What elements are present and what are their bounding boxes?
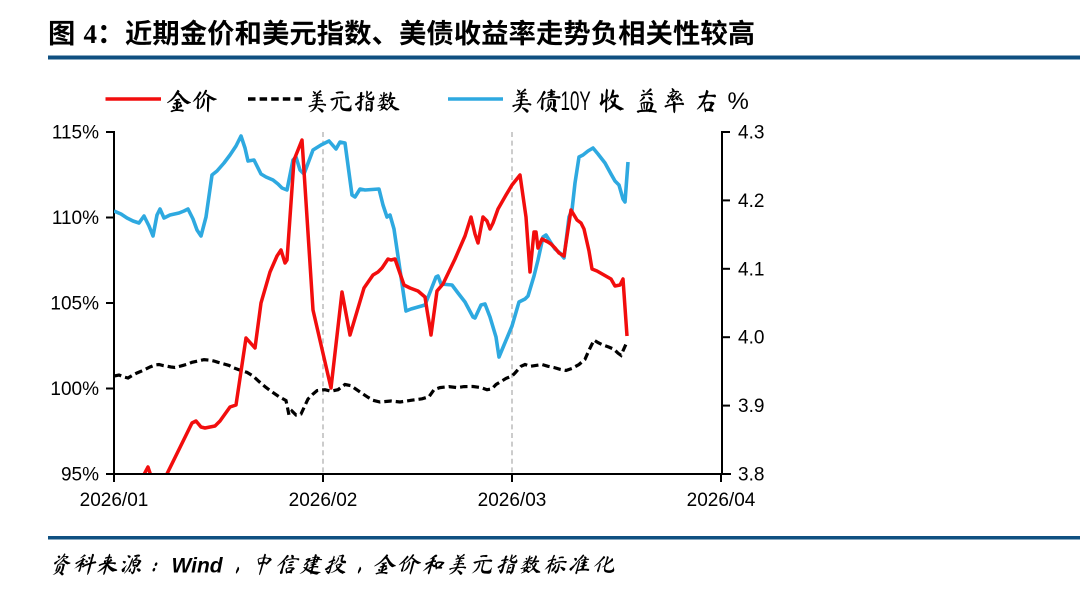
svg-text:2026/03: 2026/03 [478,490,547,511]
svg-text:105%: 105% [50,294,99,315]
svg-text:4.0: 4.0 [738,328,764,349]
svg-text:2026/04: 2026/04 [687,490,756,511]
svg-text:4.3: 4.3 [738,123,764,144]
svg-text:3.9: 3.9 [738,396,764,417]
svg-text:3.8: 3.8 [738,465,764,486]
svg-text:Wind: Wind [172,555,224,578]
svg-text:2026/02: 2026/02 [289,490,358,511]
svg-text:%: % [728,88,749,115]
svg-text:100%: 100% [50,379,99,400]
svg-text:4.1: 4.1 [738,259,764,280]
svg-text:110%: 110% [52,208,99,229]
svg-text:95%: 95% [61,465,99,486]
svg-text:2026/01: 2026/01 [80,490,149,511]
svg-text:115%: 115% [52,123,99,144]
svg-text:10Y: 10Y [561,86,591,116]
svg-text:4.2: 4.2 [738,191,764,212]
